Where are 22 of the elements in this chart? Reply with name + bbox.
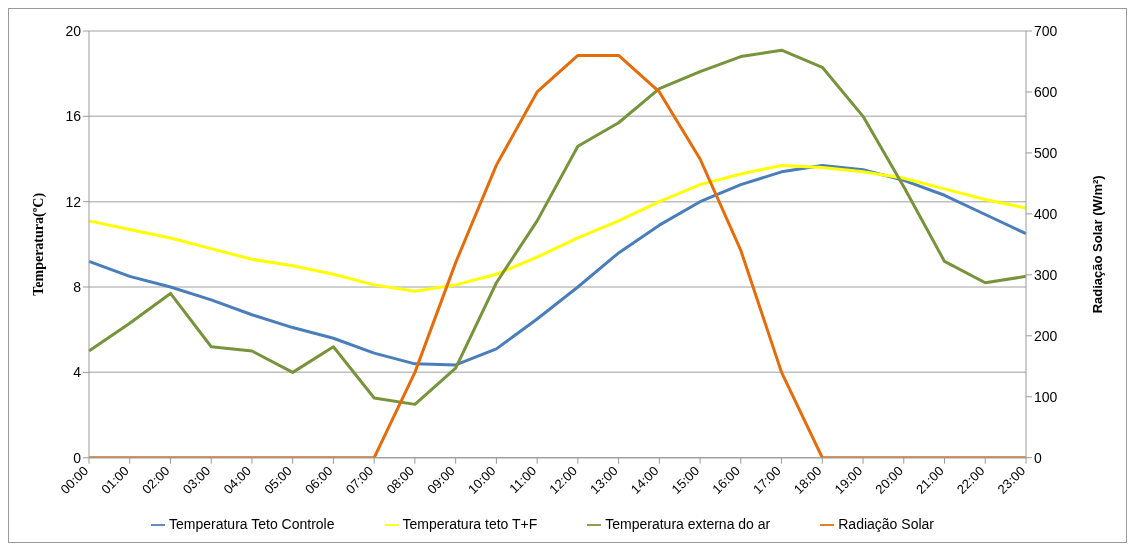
y2-tick-label: 100	[1034, 388, 1058, 405]
y2-tick-label: 500	[1034, 144, 1058, 161]
line-series	[87, 163, 1028, 293]
line-series	[87, 163, 1028, 367]
y-axis-title: Temperatura(ºC)	[30, 192, 47, 296]
legend-label: Temperatura Teto Controle	[169, 515, 335, 532]
y2-tick-label: 300	[1034, 266, 1058, 283]
y-tick-label: 8	[73, 278, 82, 295]
y2-tick-label: 200	[1034, 327, 1058, 344]
y-tick-label: 4	[73, 364, 82, 381]
y2-tick-label: 600	[1034, 83, 1058, 100]
y-tick-label: 16	[65, 108, 82, 125]
y2-tick-label: 0	[1034, 449, 1042, 466]
y-tick-label: 12	[65, 193, 82, 210]
legend-label: Temperatura externa do ar	[605, 515, 771, 532]
y-tick-label: 20	[65, 22, 82, 39]
y2-axis-title: Radiação Solar (W/m²)	[1090, 175, 1105, 314]
y-tick-label: 0	[73, 449, 82, 466]
legend-label: Temperatura teto T+F	[402, 515, 538, 532]
y2-tick-label: 400	[1034, 205, 1058, 222]
y2-tick-label: 700	[1034, 22, 1058, 39]
legend-label: Radiação Solar	[838, 515, 934, 532]
